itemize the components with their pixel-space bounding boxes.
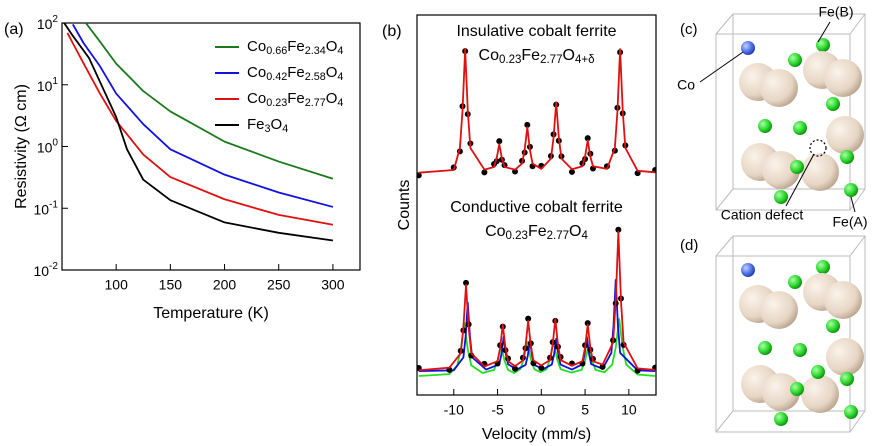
x-tick-label: 300 [321, 277, 345, 293]
x-tick-label: -5 [491, 402, 504, 418]
x-axis-title: Temperature (K) [153, 305, 269, 322]
data-point [525, 315, 532, 322]
y-axis-title: Resistivity (Ω cm) [13, 84, 30, 209]
y-tick-label: 10-2 [33, 261, 58, 279]
legend-label: Fe3O4 [247, 116, 288, 135]
plot-frame [61, 22, 361, 271]
data-line [85, 23, 334, 180]
data-point [538, 365, 545, 372]
plot-area [63, 23, 334, 242]
leader-line [817, 21, 831, 43]
leader-line [850, 196, 856, 213]
data-point [615, 226, 622, 233]
y-tick-label: 10-1 [33, 199, 58, 217]
data-line [66, 32, 334, 226]
annotation: Insulative cobalt ferrite [456, 23, 616, 40]
atom [811, 365, 825, 379]
data-point [481, 169, 488, 176]
x-tick-label: 10 [621, 402, 637, 418]
data-line [418, 318, 656, 377]
panel-label: (c) [680, 21, 698, 38]
annotation: Co0.23Fe2.77O4+δ [479, 47, 595, 66]
x-tick-label: -10 [444, 402, 464, 418]
atom-label: Cation defect [721, 207, 804, 223]
x-tick-label: 100 [105, 277, 129, 293]
legend-label: Co0.23Fe2.77O4 [247, 90, 343, 109]
data-line [418, 230, 656, 372]
y-tick-label: 102 [37, 14, 59, 32]
x-tick-label: 250 [267, 277, 291, 293]
atom-label: Co [677, 77, 695, 93]
annotation: Conductive cobalt ferrite [450, 199, 623, 216]
data-point [584, 320, 591, 327]
atom-label: Fe(A) [833, 214, 868, 230]
plot-area [417, 48, 656, 377]
cation-defect-site [809, 139, 827, 157]
data-point [568, 168, 575, 175]
x-tick-label: 0 [537, 402, 545, 418]
annotation: Co0.23Fe2.77O4 [485, 223, 588, 242]
plot-frame [416, 14, 657, 396]
data-point [512, 365, 519, 372]
panel-label: (a) [4, 21, 24, 38]
leader-line [785, 153, 815, 207]
crystal-structure-d [715, 235, 866, 433]
panel-label: (d) [680, 237, 698, 254]
atom-label: Fe(B) [819, 4, 854, 20]
crystal-cell [715, 235, 866, 433]
panel-label: (b) [382, 23, 402, 40]
y-axis-title: Counts [396, 180, 413, 231]
data-point [584, 135, 591, 142]
data-point [463, 279, 470, 286]
crystal-structure-c [715, 13, 866, 211]
leader-line [699, 51, 744, 83]
data-point [496, 138, 503, 145]
x-tick-label: 150 [159, 277, 183, 293]
data-line [418, 48, 656, 174]
data-line [72, 23, 334, 208]
data-point [524, 121, 531, 128]
x-tick-label: 5 [581, 402, 589, 418]
x-tick-label: 200 [213, 277, 237, 293]
legend-label: Co0.42Fe2.58O4 [247, 64, 343, 83]
y-tick-label: 100 [37, 137, 59, 155]
y-tick-label: 101 [37, 75, 59, 93]
x-axis-title: Velocity (mm/s) [482, 426, 591, 443]
data-line [63, 23, 334, 242]
data-point [417, 172, 422, 179]
legend-label: Co0.66Fe2.34O4 [247, 38, 343, 57]
data-point [599, 363, 606, 370]
